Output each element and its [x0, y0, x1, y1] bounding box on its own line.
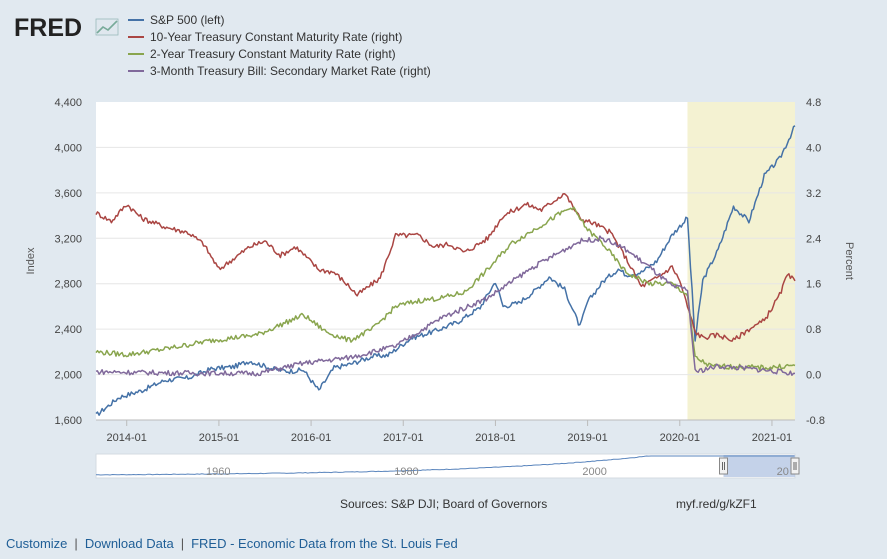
- y-tick-label-left: 2,400: [54, 324, 82, 336]
- x-tick-label: 2015-01: [199, 432, 239, 444]
- y-tick-label-right: 4.0: [806, 142, 821, 154]
- sources-text: Sources: S&P DJI; Board of Governors: [340, 497, 547, 511]
- navigator-handle[interactable]: [719, 457, 729, 475]
- x-tick-label: 2020-01: [660, 432, 700, 444]
- short-url[interactable]: myf.red/g/kZF1: [676, 497, 757, 511]
- navigator-tick-label: 2000: [582, 466, 606, 478]
- navigator-series-line: [96, 455, 795, 476]
- navigator-tick-label: 1960: [206, 466, 230, 478]
- fred-logo-text: FRED: [14, 14, 82, 42]
- navigator-handle[interactable]: [790, 457, 800, 475]
- y-tick-label-right: -0.8: [806, 415, 825, 427]
- y-tick-label-left: 4,400: [54, 97, 82, 109]
- series-line: [95, 193, 796, 342]
- download-data-link[interactable]: Download Data: [84, 536, 174, 551]
- legend-item: 3-Month Treasury Bill: Secondary Market …: [128, 64, 431, 78]
- y-tick-label-left: 4,000: [54, 142, 82, 154]
- y-tick-label-left: 2,000: [54, 370, 82, 382]
- axes: 1,600 -0.8 2,000 0.0 2,400 0.8 2,800 1.6 3,200 2.…: [54, 97, 825, 444]
- legend-item: 10-Year Treasury Constant Maturity Rate …: [128, 30, 402, 44]
- legend-label: 10-Year Treasury Constant Maturity Rate …: [150, 30, 402, 44]
- y-tick-label-right: 1.6: [806, 279, 821, 291]
- legend-label: 3-Month Treasury Bill: Secondary Market …: [150, 64, 431, 78]
- legend-item: 2-Year Treasury Constant Maturity Rate (…: [128, 47, 396, 61]
- series-line: [95, 125, 796, 416]
- x-tick-label: 2021-01: [752, 432, 792, 444]
- x-tick-label: 2017-01: [383, 432, 423, 444]
- y-tick-label-right: 0.8: [806, 324, 821, 336]
- legend-item: S&P 500 (left): [128, 13, 224, 27]
- plot-area: [96, 102, 795, 420]
- x-tick-label: 2014-01: [107, 432, 147, 444]
- x-tick-label: 2019-01: [567, 432, 607, 444]
- series-line: [95, 206, 796, 371]
- customize-link[interactable]: Customize: [6, 536, 68, 551]
- legend-label: S&P 500 (left): [150, 13, 224, 27]
- y-tick-label-right: 0.0: [806, 370, 821, 382]
- y-tick-label-left: 3,200: [54, 233, 82, 245]
- y-tick-label-left: 1,600: [54, 415, 82, 427]
- series-line: [95, 235, 795, 377]
- fred-logo[interactable]: FRED: [14, 14, 119, 42]
- y-tick-label-left: 2,800: [54, 279, 82, 291]
- navigator-tick-label: 1980: [394, 466, 418, 478]
- y-tick-label-right: 2.4: [806, 233, 821, 245]
- fred-logo-graph-icon: [95, 18, 119, 36]
- series-layer: [95, 125, 796, 416]
- navigator-tick-label: 20: [777, 466, 789, 478]
- x-tick-label: 2016-01: [291, 432, 331, 444]
- x-tick-label: 2018-01: [475, 432, 515, 444]
- navigator-window[interactable]: [723, 455, 795, 477]
- y-tick-label-left: 3,600: [54, 188, 82, 200]
- footer-links: Customize | Download Data | FRED - Economic …: [6, 536, 458, 551]
- footer-separator: |: [180, 536, 185, 551]
- footer-separator: |: [74, 536, 78, 551]
- y-tick-label-right: 3.2: [806, 188, 821, 200]
- y-axis-right-label: Percent: [843, 242, 855, 280]
- range-navigator[interactable]: 1960 1980 2000 20: [95, 453, 800, 479]
- legend: S&P 500 (left) 10-Year Treasury Constant …: [128, 13, 431, 78]
- gridlines: [96, 146, 795, 376]
- legend-label: 2-Year Treasury Constant Maturity Rate (…: [150, 47, 396, 61]
- y-tick-label-right: 4.8: [806, 97, 821, 109]
- fred-home-link[interactable]: FRED - Economic Data from the St. Louis …: [191, 536, 458, 551]
- y-axis-left-label: Index: [25, 247, 37, 274]
